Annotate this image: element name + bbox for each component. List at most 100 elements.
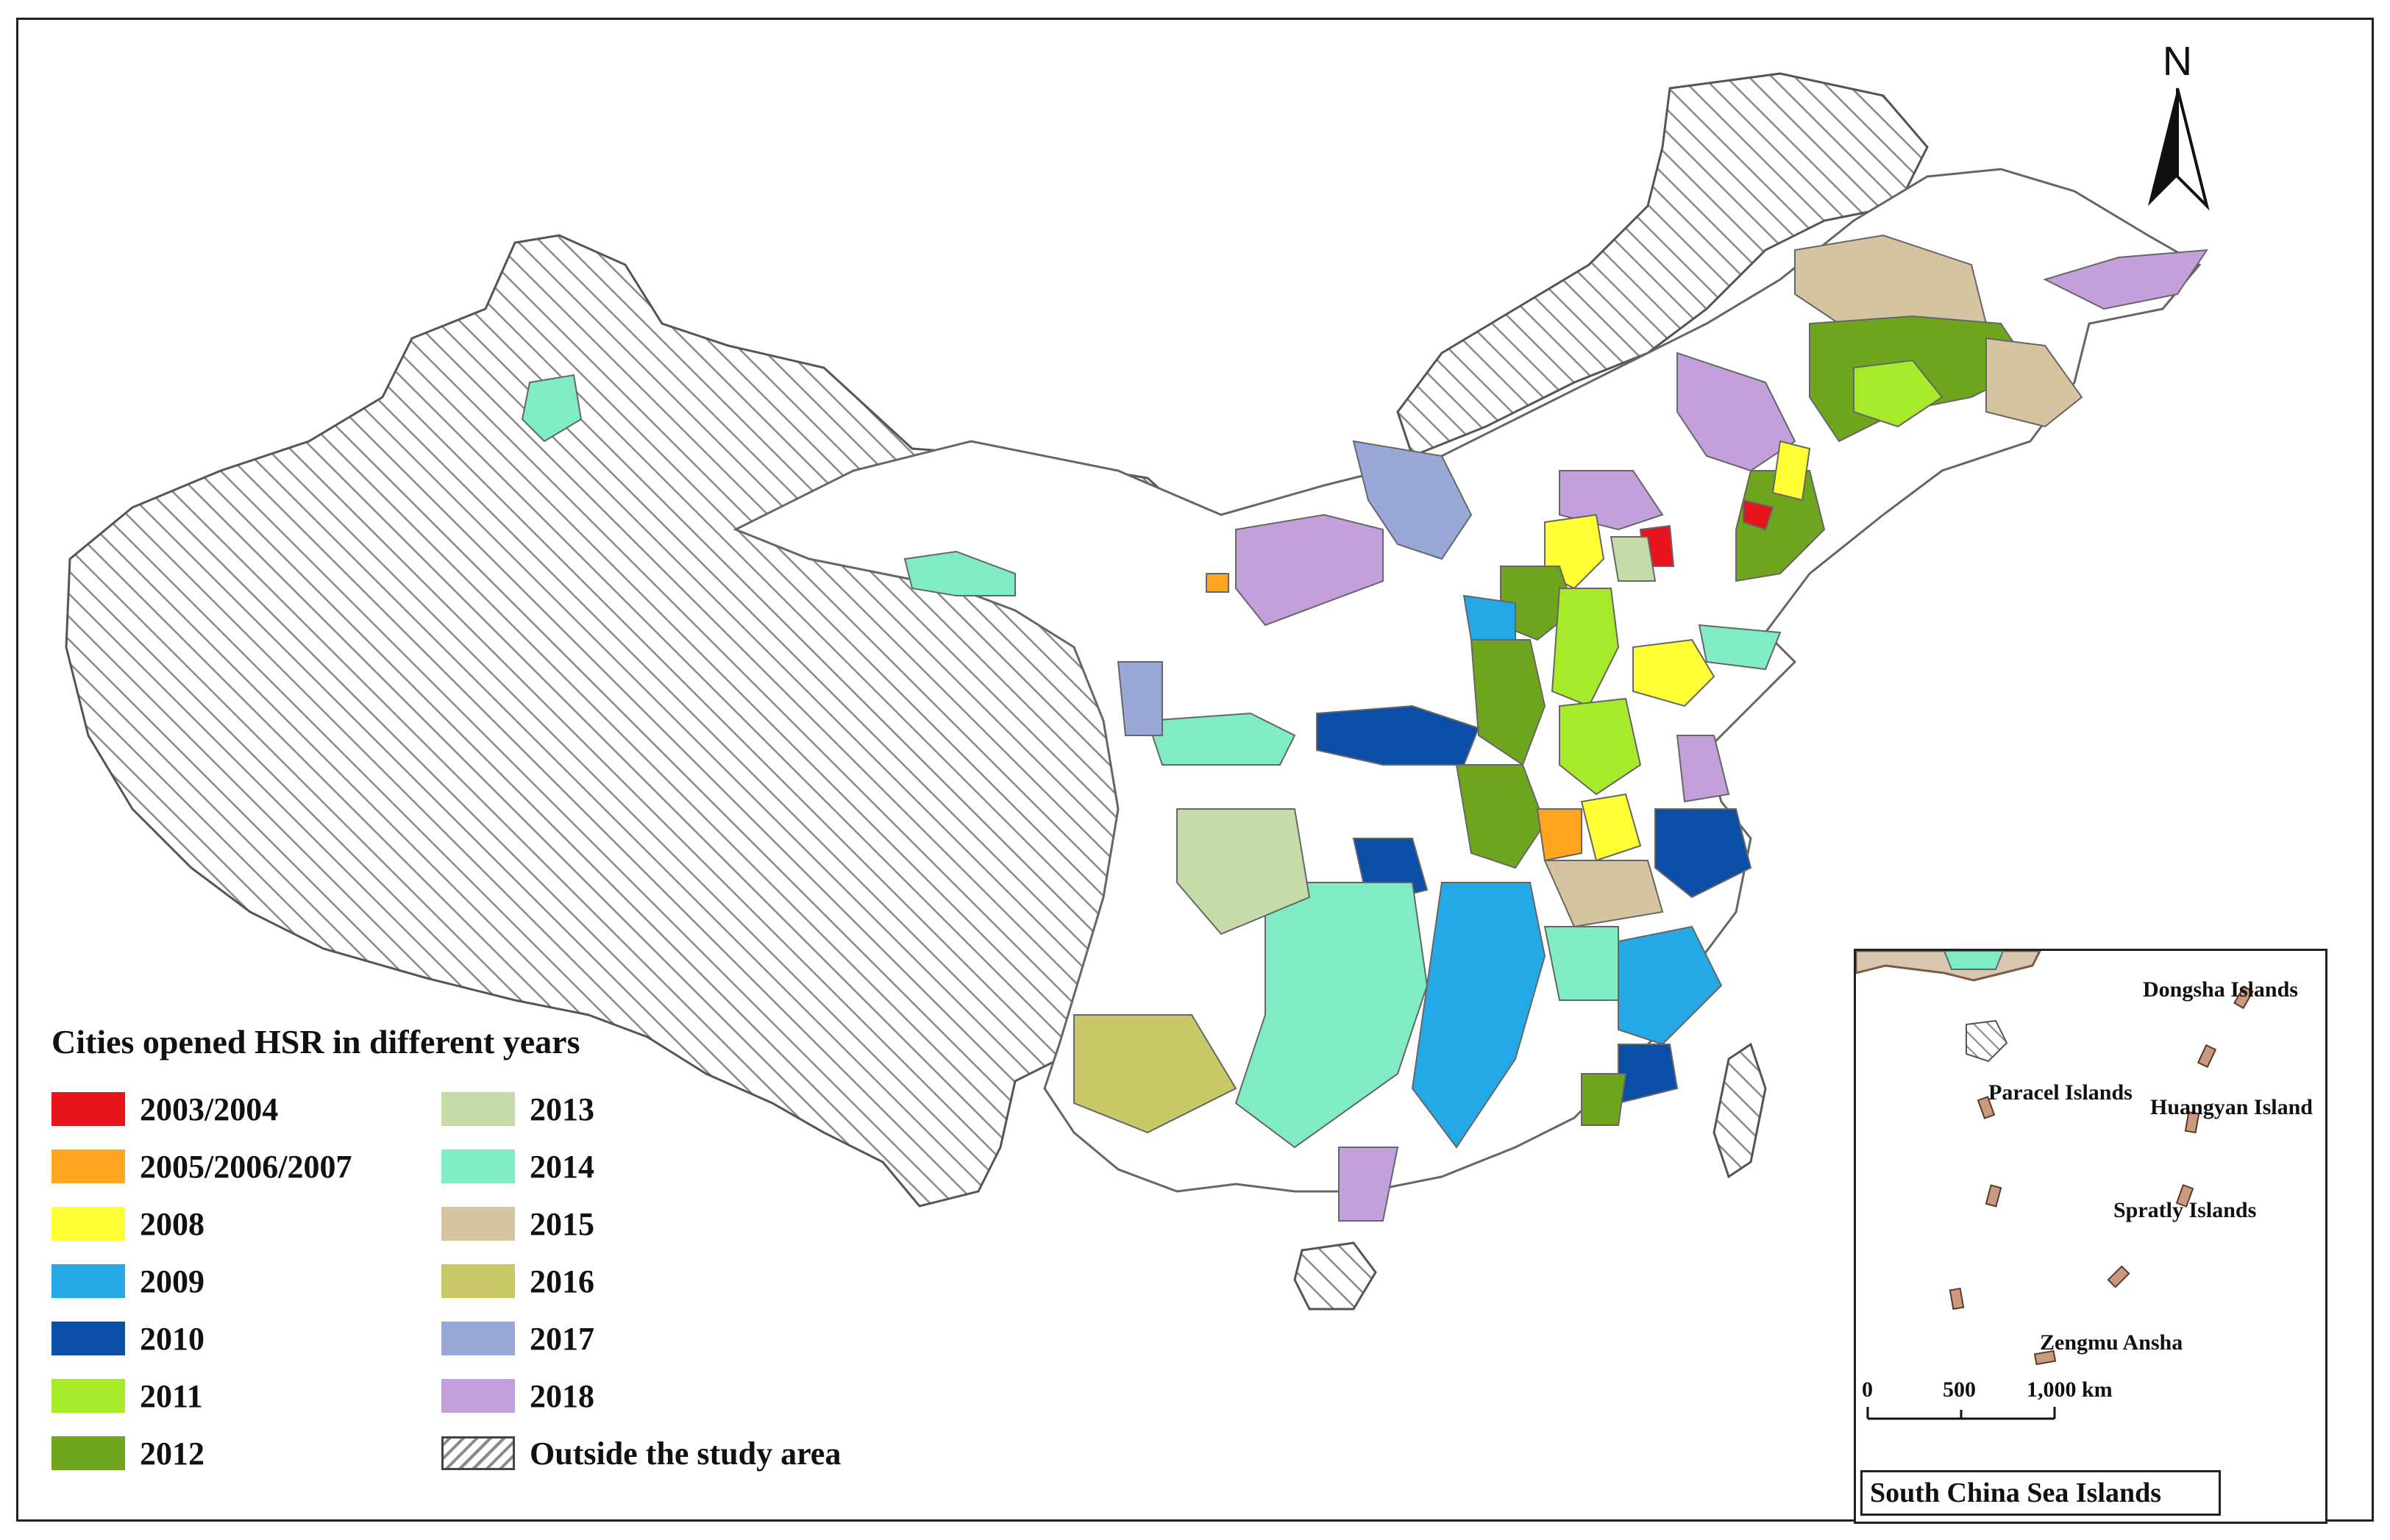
- taiwan-outside: [1713, 1042, 1767, 1179]
- region-2018-east: [1676, 735, 1730, 803]
- region-2005-small-north: [1206, 573, 1229, 593]
- region-2012-shanxi: [1470, 639, 1546, 766]
- region-2014-xinjiang: [521, 374, 583, 443]
- legend-swatch: [441, 1092, 515, 1126]
- north-label: N: [2162, 38, 2193, 84]
- legend-swatch: [441, 1264, 515, 1298]
- legend-item: 2005/2006/2007: [51, 1138, 441, 1195]
- outside-study-area-northeast: [1396, 72, 1929, 457]
- legend-label: 2015: [530, 1205, 594, 1242]
- hainan-outside: [1293, 1241, 1377, 1311]
- legend-swatch: [51, 1322, 125, 1355]
- legend-label: 2008: [140, 1205, 204, 1242]
- legend-swatch: [51, 1264, 125, 1298]
- legend-swatch: [441, 1436, 515, 1470]
- legend-item: 2015: [441, 1195, 897, 1252]
- region-2017-west: [1117, 661, 1163, 736]
- legend-swatch: [51, 1149, 125, 1183]
- legend-item: 2014: [441, 1138, 897, 1195]
- region-2015-hubei: [1543, 860, 1664, 928]
- region-2005-zhengzhou: [1536, 808, 1582, 862]
- region-2012-henan: [1455, 764, 1546, 869]
- region-2013-hebei-east: [1610, 536, 1657, 582]
- region-2010-jiangsu: [1654, 808, 1752, 899]
- north-arrow-icon: [2148, 88, 2210, 211]
- inset-boundary-dashes: [1949, 985, 2254, 1366]
- south-china-sea-inset: Dongsha Islands Paracel Islands Huangyan…: [1854, 949, 2327, 1524]
- inset-map: [1856, 951, 2254, 1420]
- legend: Cities opened HSR in different years 200…: [51, 1022, 971, 1482]
- region-2003-2004-shenyang: [1743, 499, 1774, 531]
- region-2015-jilin-east: [1985, 337, 2083, 428]
- region-2014-shandong: [1698, 624, 1782, 671]
- region-2011-jilin: [1853, 359, 1943, 428]
- legend-label: 2003/2004: [140, 1091, 279, 1127]
- scale-zero-label: 0: [1862, 1377, 1873, 1402]
- hsr-city-regions: [1073, 234, 2208, 1222]
- legend-label: Outside the study area: [530, 1435, 842, 1472]
- spratly-label: Spratly Islands: [2113, 1198, 2257, 1222]
- legend-label: 2009: [140, 1263, 204, 1300]
- region-2018-hebei: [1559, 470, 1664, 531]
- legend-item: 2008: [51, 1195, 441, 1252]
- legend-item: 2017: [441, 1310, 897, 1367]
- legend-swatch: [51, 1436, 125, 1470]
- region-2014-central: [1146, 712, 1296, 766]
- scale-mid-label: 500: [1943, 1377, 1976, 1402]
- legend-label: 2016: [530, 1263, 594, 1300]
- region-2009-fujian: [1618, 925, 1723, 1046]
- legend-swatch: [441, 1149, 515, 1183]
- legend-title: Cities opened HSR in different years: [51, 1023, 580, 1060]
- legend-label: 2012: [140, 1435, 204, 1472]
- paracel-label: Paracel Islands: [1988, 1080, 2133, 1105]
- legend-grid: 2003/2004 2013 2005/2006/2007 2014 2008 2015 2…: [51, 1080, 971, 1482]
- legend-item: Outside the study area: [441, 1425, 897, 1482]
- region-2016-guizhou: [1073, 1014, 1237, 1134]
- huangyan-label: Huangyan Island: [2150, 1095, 2313, 1119]
- legend-swatch: [441, 1379, 515, 1413]
- inset-scale-bar: [1866, 1407, 2056, 1420]
- region-2018-inner-mongolia: [1235, 513, 1384, 627]
- region-2014-south: [1234, 882, 1429, 1149]
- legend-label: 2010: [140, 1320, 204, 1357]
- region-2008-jiangsu: [1580, 793, 1642, 862]
- legend-item: 2009: [51, 1252, 441, 1310]
- region-2018-guangxi: [1338, 1147, 1399, 1222]
- inset-hainan: [1966, 1019, 2008, 1063]
- region-2018-northeast-b: [2043, 249, 2208, 310]
- legend-swatch: [441, 1207, 515, 1241]
- region-2012-guangdong: [1581, 1073, 1627, 1126]
- legend-label: 2013: [530, 1091, 594, 1127]
- region-2017-north: [1352, 440, 1473, 560]
- legend-item: 2012: [51, 1425, 441, 1482]
- inset-title: South China Sea Islands: [1870, 1477, 2162, 1508]
- legend-item: 2003/2004: [51, 1080, 441, 1138]
- legend-label: 2017: [530, 1320, 594, 1357]
- north-arrow: N: [2137, 37, 2218, 213]
- region-2008-shandong: [1632, 638, 1715, 707]
- legend-swatch: [441, 1322, 515, 1355]
- legend-item: 2013: [441, 1080, 897, 1138]
- region-2010-fujian: [1618, 1044, 1679, 1105]
- region-2011-hebei: [1551, 588, 1620, 707]
- legend-item: 2018: [441, 1367, 897, 1425]
- legend-item: 2016: [441, 1252, 897, 1310]
- legend-label: 2011: [140, 1377, 203, 1414]
- legend-label: 2005/2006/2007: [140, 1148, 352, 1185]
- dongsha-label: Dongsha Islands: [2143, 977, 2298, 1002]
- legend-label: 2018: [530, 1377, 594, 1414]
- inset-title-box: South China Sea Islands: [1860, 1470, 2221, 1516]
- legend-item: 2011: [51, 1367, 441, 1425]
- region-2009-hunan: [1411, 882, 1546, 1149]
- region-2011-henan-north: [1559, 697, 1642, 796]
- scale-max-label: 1,000 km: [2027, 1377, 2113, 1402]
- region-2014-gansu: [903, 550, 1016, 596]
- region-2009-shanxi-north: [1462, 594, 1516, 641]
- region-2013-sichuan: [1176, 808, 1311, 935]
- zengmu-label: Zengmu Ansha: [2040, 1330, 2183, 1355]
- region-2014-zhejiang: [1543, 926, 1619, 1001]
- legend-swatch: [51, 1092, 125, 1126]
- legend-label: 2014: [530, 1148, 594, 1185]
- legend-item: 2010: [51, 1310, 441, 1367]
